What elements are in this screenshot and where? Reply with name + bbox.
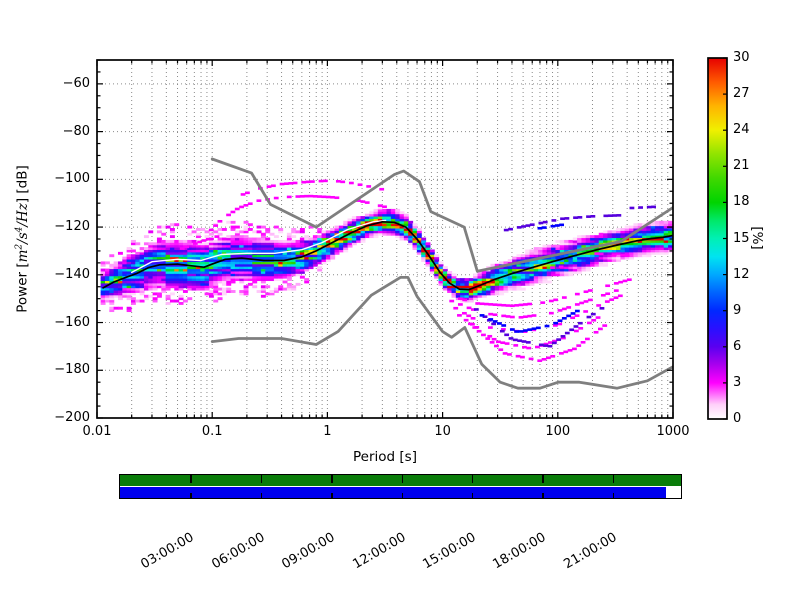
coverage-segments-strip — [120, 487, 681, 498]
colorbar-tick-label: 30 — [733, 50, 750, 65]
colorbar-tick-label: 24 — [733, 122, 750, 138]
time-bar-tick — [612, 493, 615, 498]
x-axis-label: Period [s] — [353, 449, 417, 465]
colorbar-label: [%] — [749, 226, 765, 250]
y-tick-label: −140 — [54, 266, 90, 282]
time-bar-tick — [401, 475, 403, 483]
y-tick-label: −180 — [54, 362, 90, 378]
time-coverage-bar — [119, 474, 682, 499]
x-tick-label: 10 — [434, 424, 451, 439]
colorbar-tick-label: 21 — [733, 158, 750, 174]
y-tick-label: −100 — [54, 171, 90, 187]
x-tick-label: 100 — [545, 424, 571, 439]
y-tick-label: −60 — [62, 75, 90, 91]
time-bar-tick — [542, 475, 544, 483]
time-bar-tick — [331, 475, 333, 483]
coverage-gap — [666, 487, 681, 498]
time-bar-tick — [401, 493, 403, 498]
time-bar-tick — [190, 493, 192, 498]
x-tick-label: 1 — [323, 424, 332, 439]
x-tick-label: 1000 — [656, 424, 690, 439]
colorbar-tick-label: 15 — [733, 230, 750, 246]
colorbar-tick-label: 12 — [733, 266, 750, 282]
y-tick-label: −160 — [54, 314, 90, 330]
x-tick-label: 0.01 — [82, 424, 112, 439]
colorbar-tick-label: 9 — [733, 302, 742, 318]
x-tick-label: 0.1 — [201, 424, 223, 439]
time-bar-tick — [331, 493, 333, 498]
time-bar-tick — [190, 475, 192, 483]
time-bar-tick — [542, 493, 544, 498]
colorbar-tick-label: 0 — [733, 411, 742, 426]
time-bar-tick — [260, 475, 263, 483]
time-bar-tick — [612, 475, 615, 483]
y-tick-label: −200 — [54, 410, 90, 425]
colorbar-tick-label: 3 — [733, 374, 742, 390]
time-bar-tick — [260, 493, 263, 498]
y-tick-label: −120 — [54, 219, 90, 235]
colorbar-tick-label: 6 — [733, 338, 742, 354]
time-bar-tick — [471, 493, 474, 498]
y-axis-label: Power [m2/s4/Hz] [dB] — [13, 165, 31, 313]
colorbar-tick-label: 27 — [733, 86, 750, 102]
coverage-data-strip — [120, 475, 681, 486]
y-tick-label: −80 — [62, 123, 90, 139]
time-bar-tick — [471, 475, 474, 483]
colorbar-tick-label: 18 — [733, 194, 750, 210]
